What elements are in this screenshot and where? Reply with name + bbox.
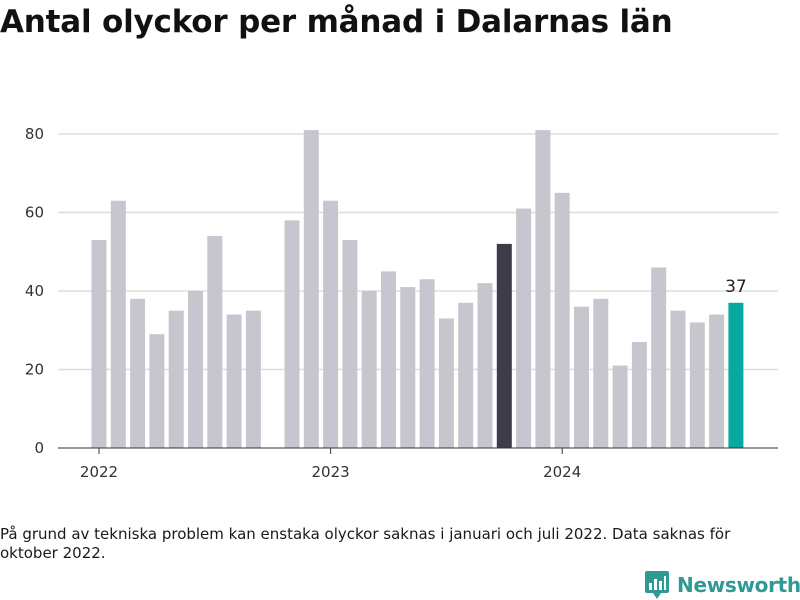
brand-name: Newsworthy — [677, 573, 800, 597]
bar-2023-02 — [342, 239, 358, 448]
brand-logo: Newsworthy — [645, 570, 800, 600]
bar-2023-10 — [496, 243, 512, 448]
bar-2022-11 — [284, 220, 300, 448]
bar-2022-07 — [207, 236, 223, 448]
y-tick-label: 20 — [25, 361, 44, 379]
bar-2024-06 — [651, 267, 667, 448]
bar-2022-01 — [91, 239, 107, 448]
bar-2022-02 — [110, 200, 126, 448]
bar-2023-04 — [381, 271, 396, 448]
footnote: På grund av tekniska problem kan enstaka… — [0, 525, 731, 562]
bar-2022-09 — [245, 310, 261, 448]
y-tick-label: 40 — [25, 282, 44, 300]
gridlines — [58, 133, 778, 371]
bar-2022-12 — [303, 130, 319, 448]
x-tick-label: 2024 — [543, 463, 581, 481]
bar-2024-04 — [612, 365, 628, 448]
bar-2024-03 — [593, 298, 609, 448]
x-tick-label: 2023 — [312, 463, 350, 481]
bar-2024-05 — [631, 342, 647, 448]
newsworthy-logo-icon — [645, 571, 669, 599]
chart-title: Antal olyckor per månad i Dalarnas län — [0, 4, 673, 40]
bar-2023-09 — [477, 283, 493, 448]
bar-2024-01 — [554, 192, 570, 448]
bar-chart: 0 20 40 60 80 37 2022 2023 2024 — [25, 125, 778, 481]
bar-2023-01 — [323, 200, 339, 448]
bar-2024-09 — [709, 314, 725, 448]
y-tick-label: 60 — [25, 204, 44, 222]
bar-2024-08 — [689, 322, 705, 448]
bar-2022-05 — [168, 310, 184, 448]
bar-2024-07 — [670, 310, 686, 448]
bars — [91, 130, 744, 448]
bar-2022-03 — [130, 298, 146, 448]
bar-2024-02 — [574, 306, 589, 448]
bar-2022-08 — [226, 314, 242, 448]
bar-2023-05 — [400, 287, 416, 448]
x-axis-ticks: 2022 2023 2024 — [80, 448, 581, 481]
bar-2023-11 — [516, 208, 532, 448]
bar-2022-04 — [149, 334, 165, 448]
bar-2023-08 — [458, 302, 474, 448]
bar-2024-10 — [728, 302, 744, 448]
data-labels: 37 — [725, 277, 747, 297]
x-tick-label: 2022 — [80, 463, 118, 481]
y-tick-label: 0 — [34, 439, 44, 457]
bar-2023-12 — [535, 130, 551, 448]
bar-2022-06 — [188, 291, 203, 448]
y-tick-label: 80 — [25, 125, 44, 143]
bar-2023-07 — [438, 318, 454, 448]
bar-2023-06 — [419, 279, 435, 448]
bar-2023-03 — [361, 291, 377, 448]
y-axis-ticks: 0 20 40 60 80 — [25, 125, 44, 457]
data-label: 37 — [725, 277, 747, 297]
